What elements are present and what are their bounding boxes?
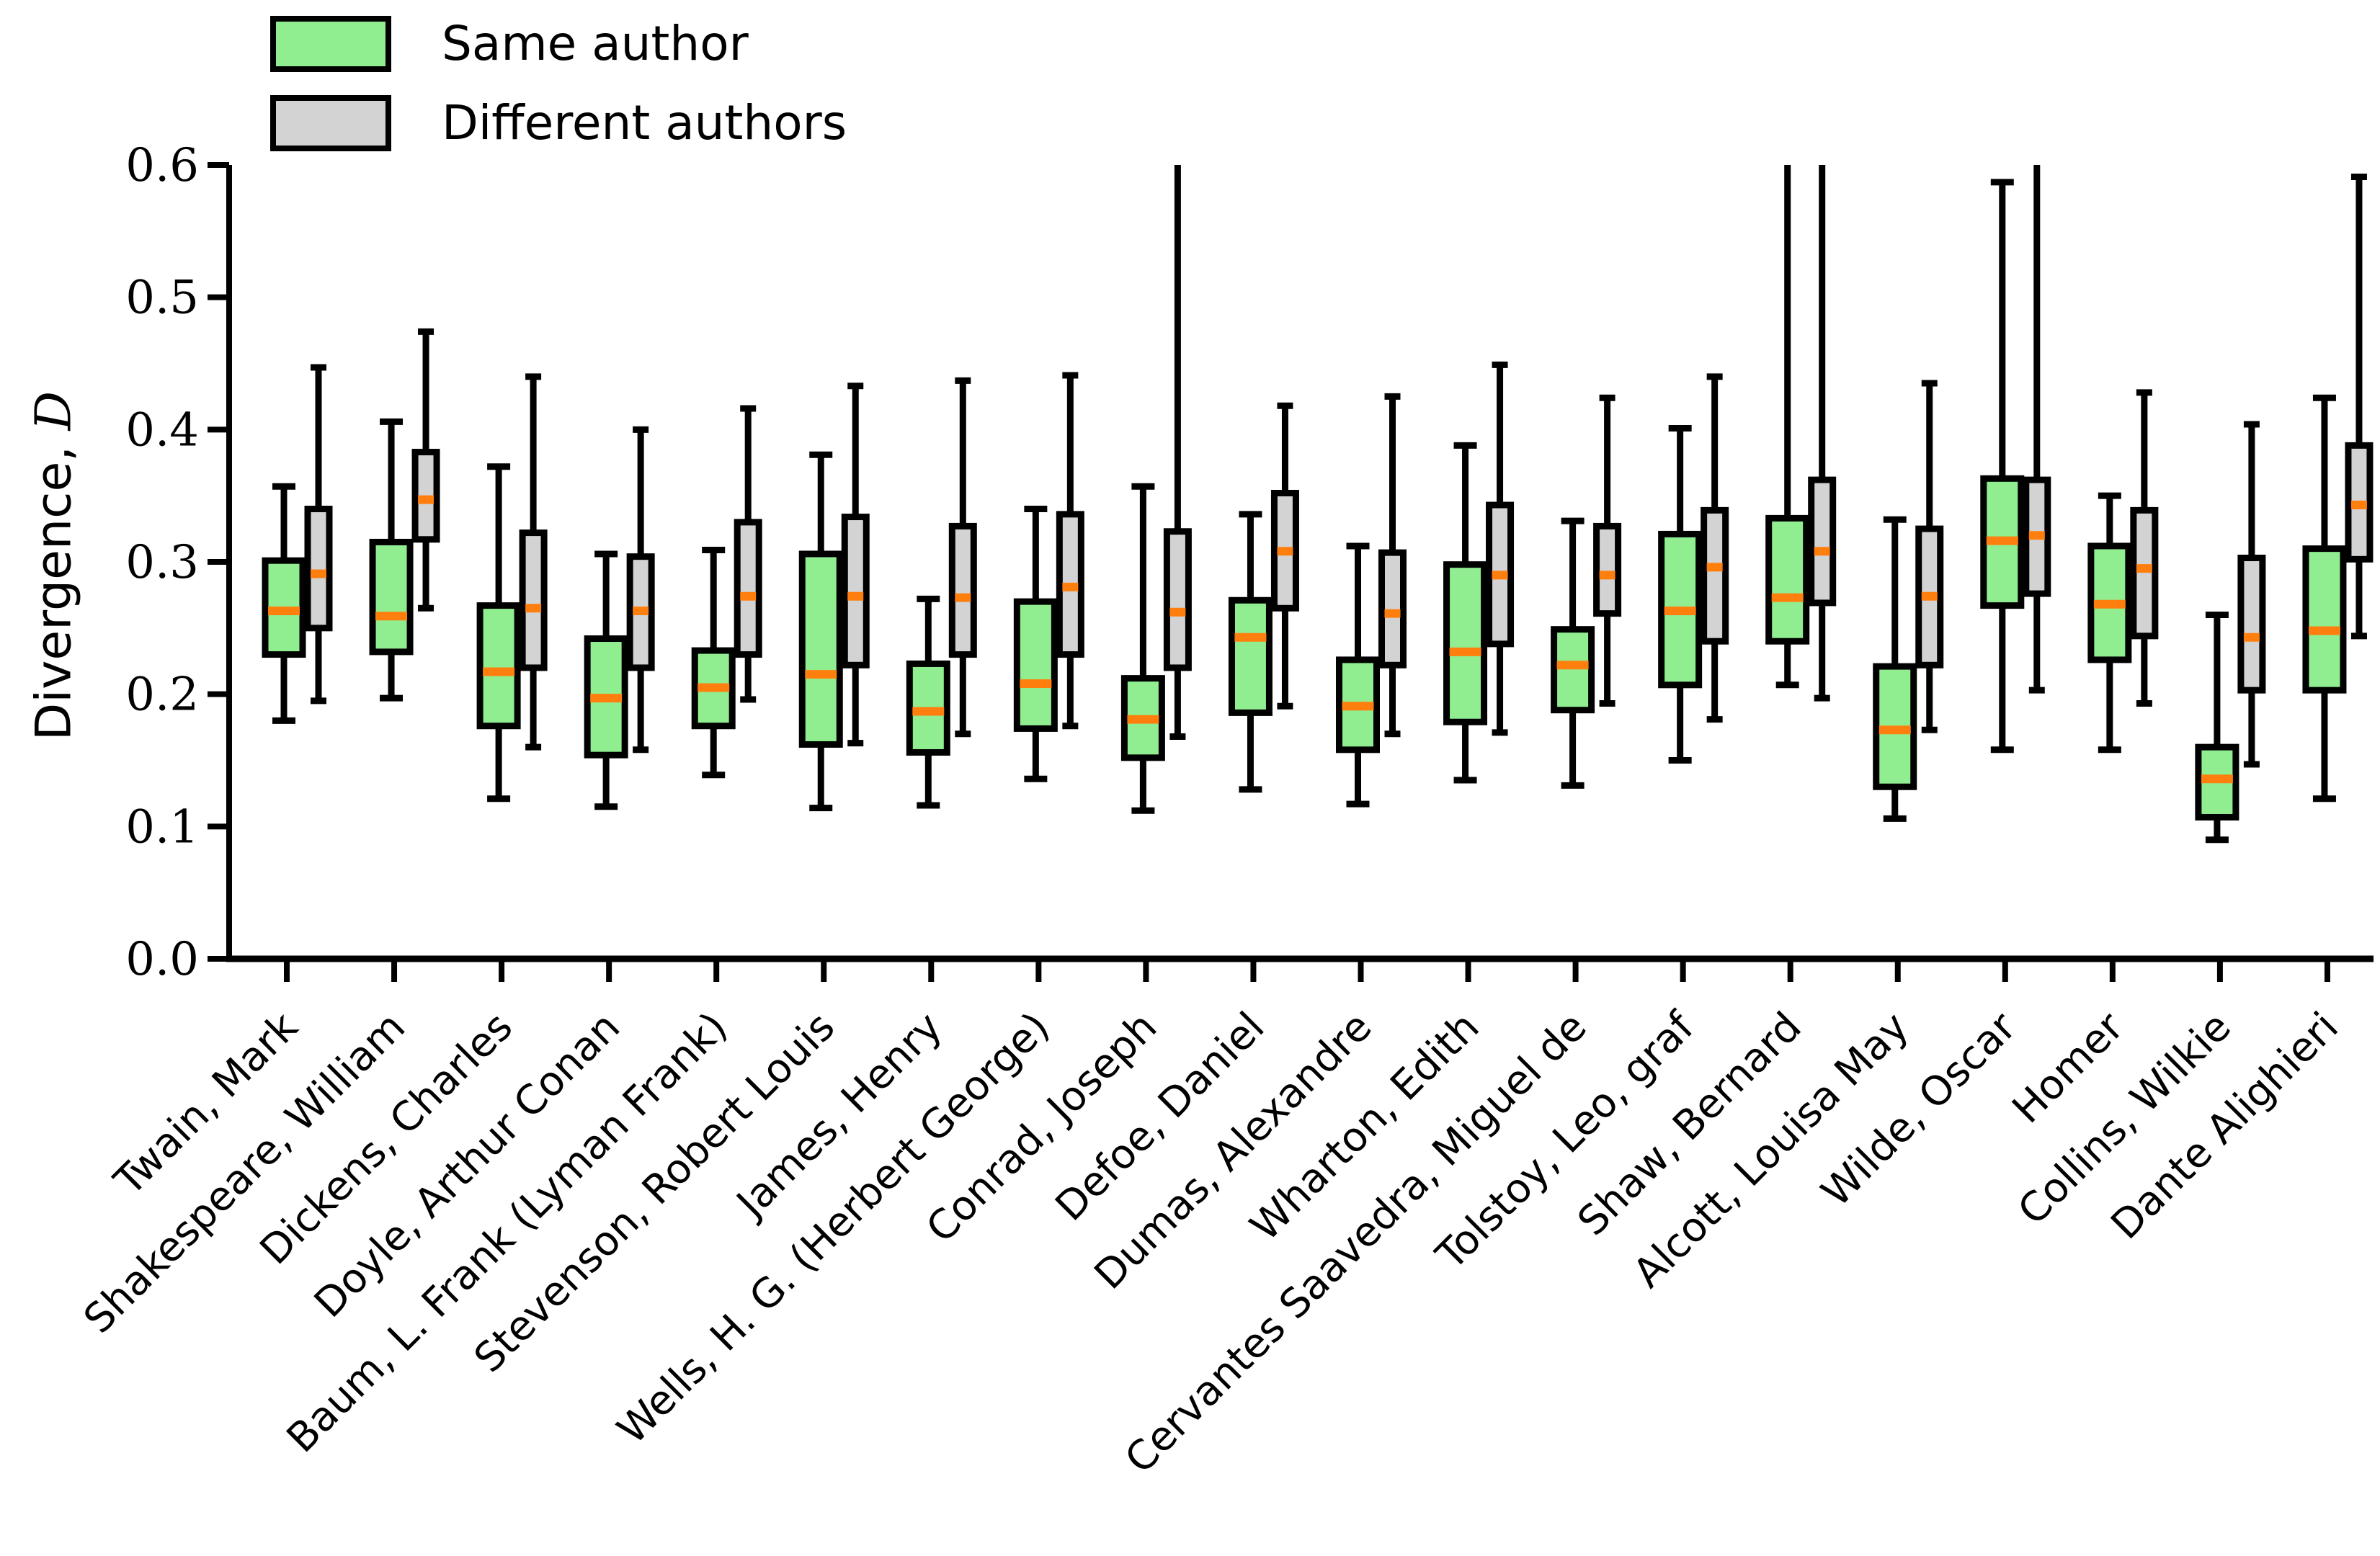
box-rect [2130, 506, 2159, 640]
box-rect [948, 522, 977, 658]
legend-swatch-same-author [270, 16, 391, 72]
y-axis-label: Divergence, D [26, 292, 83, 840]
y-tick-label: 0.4 [125, 403, 199, 457]
legend-label-different-authors: Different authors [442, 95, 847, 151]
legend-item-same-author: Same author [270, 16, 847, 72]
box-different-authors-8 [1163, 165, 1192, 740]
box-same-author-18 [2195, 611, 2239, 844]
box-same-author-19 [2302, 394, 2347, 802]
box-same-author-2 [476, 463, 521, 802]
box-different-authors-17 [2130, 389, 2159, 707]
box-different-authors-9 [1270, 402, 1299, 710]
box-rect [1443, 561, 1488, 725]
box-different-authors-7 [1056, 372, 1084, 730]
box-rect [1808, 476, 1837, 607]
box-different-authors-4 [734, 405, 762, 703]
box-same-author-12 [1551, 517, 1595, 789]
box-same-author-15 [1873, 516, 1917, 822]
box-same-author-11 [1443, 442, 1488, 784]
box-rect [1765, 514, 1810, 645]
box-rect [1593, 522, 1622, 617]
box-same-author-4 [691, 546, 736, 779]
box-rect [476, 602, 521, 730]
legend-item-different-authors: Different authors [270, 95, 847, 151]
box-rect [734, 519, 762, 658]
y-tick-label: 0.3 [125, 536, 199, 589]
box-different-authors-16 [2023, 165, 2051, 694]
box-rect [1013, 598, 1058, 732]
box-same-author-1 [369, 418, 414, 702]
box-same-author-10 [1336, 542, 1380, 808]
box-same-author-13 [1658, 424, 1703, 764]
box-same-author-5 [798, 451, 843, 812]
y-tick-label: 0.2 [125, 669, 199, 722]
box-rect [1163, 528, 1192, 671]
box-different-authors-13 [1701, 373, 1729, 723]
box-rect [2237, 554, 2266, 694]
box-rect [798, 550, 843, 748]
box-same-author-6 [906, 595, 950, 809]
box-same-author-17 [2087, 492, 2132, 754]
box-same-author-9 [1228, 511, 1273, 793]
box-rect [1701, 506, 1729, 645]
box-rect [1228, 596, 1273, 716]
box-different-authors-5 [841, 383, 870, 747]
box-rect [519, 529, 548, 671]
y-tick-label: 0.1 [125, 800, 199, 854]
box-different-authors-0 [304, 364, 333, 705]
y-tick-label: 0.5 [125, 272, 199, 325]
box-rect [841, 514, 870, 669]
box-different-authors-10 [1378, 393, 1407, 738]
box-rect [369, 538, 414, 656]
box-different-authors-11 [1486, 361, 1515, 736]
box-rect [2302, 545, 2347, 694]
box-different-authors-3 [626, 426, 655, 754]
box-different-authors-15 [1915, 380, 1944, 733]
y-tick-label: 0.0 [125, 933, 199, 986]
legend-label-same-author: Same author [442, 16, 749, 71]
box-rect [304, 506, 333, 632]
box-same-author-14 [1765, 165, 1810, 689]
y-tick-label: 0.6 [125, 139, 199, 192]
box-different-authors-19 [2345, 174, 2374, 640]
legend: Same author Different authors [270, 16, 847, 151]
box-same-author-16 [1980, 179, 2025, 754]
box-different-authors-12 [1593, 394, 1622, 707]
box-different-authors-1 [411, 328, 440, 612]
box-different-authors-2 [519, 373, 548, 751]
box-different-authors-6 [948, 377, 977, 738]
y-axis-label-symbol: D [25, 390, 83, 431]
box-different-authors-18 [2237, 421, 2266, 768]
box-rect [1551, 626, 1595, 714]
box-same-author-3 [584, 550, 628, 810]
box-same-author-7 [1013, 506, 1058, 782]
x-tick-label-author: Twain, Mark [105, 1003, 307, 1205]
legend-swatch-different-authors [270, 95, 391, 151]
box-different-authors-14 [1808, 165, 1837, 702]
box-same-author-0 [262, 483, 306, 724]
box-same-author-8 [1120, 483, 1165, 814]
box-rect [1378, 549, 1407, 669]
y-axis-label-text: Divergence, [25, 430, 83, 741]
